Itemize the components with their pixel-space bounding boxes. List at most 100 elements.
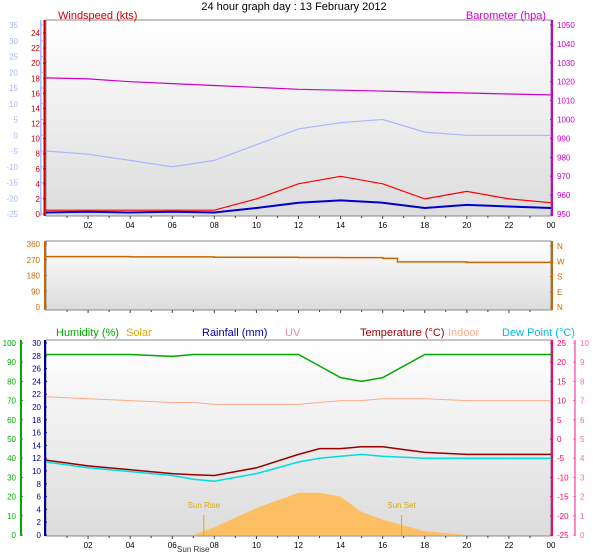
p3-x-tick-label: 18 [420,541,429,550]
hum-tick-label: 0 [12,531,17,540]
rain-tick-label: 0 [37,531,42,540]
temp3-tick-label: 10 [557,397,566,406]
humidity-label: Humidity (%) [56,327,119,339]
series-gust [46,175,552,211]
p3-x-tick-label: 00 [547,541,556,550]
temp-tick-label: 25 [9,53,18,62]
p3-x-tick-label: 08 [210,541,219,550]
hum-tick-label: 60 [7,416,16,425]
windspeed-label: Windspeed (kts) [58,10,137,22]
baro-tick-label: 950 [557,210,571,219]
sunset-label: Sun Set [387,501,416,510]
dir-deg-tick-label: 0 [36,303,41,312]
uv-axis-line [574,340,576,536]
hum-tick-label: 90 [7,358,16,367]
temp-tick-label: -15 [6,179,18,188]
dir-deg-tick-label: 360 [27,240,41,249]
panel1-background [45,19,552,217]
p1-x-tick-label: 16 [378,221,387,230]
temp3-tick-label: -25 [557,531,569,540]
dir-deg-tick-label: 90 [31,287,40,296]
wind-tick-label: 24 [31,29,40,38]
hum-tick-label: 50 [7,435,16,444]
temp-tick-label: 20 [9,68,18,77]
dir-compass-tick-label: N [557,242,563,251]
series-temperature [45,118,551,168]
rain-tick-label: 22 [32,390,41,399]
temp3-tick-label: 15 [557,377,566,386]
series-solar [46,492,551,535]
p1-x-tick-label: 20 [462,221,471,230]
hum-axis-line [20,340,22,536]
chart-title: 24 hour graph day : 13 February 2012 [201,1,386,13]
uv-tick-label: 3 [580,473,585,482]
solar-label: Solar [126,327,152,339]
temp-tick-label: -25 [6,210,18,219]
temp3-tick-label: 5 [557,416,562,425]
temp3-tick-label: 20 [557,358,566,367]
wind-tick-label: 10 [31,135,40,144]
temp3-axis-line [551,340,553,536]
uv-tick-label: 2 [580,493,585,502]
rain-tick-label: 20 [32,403,41,412]
barometer-label: Barometer (hpa) [466,10,546,22]
series-average-wind [45,199,552,214]
baro-tick-label: 1020 [557,78,575,87]
p1-x-tick-label: 12 [294,221,303,230]
uv-tick-label: 6 [580,416,585,425]
p1-x-tick-label: 10 [252,221,261,230]
series-indoor [45,396,551,405]
sunrise-label: Sun Rise [188,501,221,510]
p3-x-tick-label: 04 [126,541,135,550]
series-wind-direction [46,255,551,264]
baro-tick-label: 970 [557,172,571,181]
baro-tick-label: 960 [557,191,571,200]
dir-right-axis-line [551,241,553,310]
uv-label: UV [285,327,301,339]
baro-tick-label: 1050 [557,21,575,30]
wind-tick-label: 16 [31,89,40,98]
p1-x-tick-label: 04 [126,221,135,230]
p3-x-tick-label: 20 [462,541,471,550]
p3-x-tick-label: 14 [336,541,345,550]
rain-tick-label: 24 [32,377,41,386]
rain-tick-label: 12 [32,454,41,463]
p1-x-tick-label: 00 [547,221,556,230]
hum-tick-label: 70 [7,397,16,406]
hum-tick-label: 40 [7,454,16,463]
temperature-label: Temperature (°C) [360,327,444,339]
dewpoint-label: Dew Point (°C) [502,327,575,339]
dir-deg-tick-label: 270 [27,256,41,265]
series-temperature-c- [45,445,551,477]
rain-axis-line [44,340,46,536]
baro-axis-line [551,20,553,216]
dir-deg-tick-label: 180 [27,272,41,281]
sunrise-x-label: Sun Rise [177,545,210,554]
temp3-tick-label: 0 [557,435,562,444]
temp-tick-label: -5 [11,147,19,156]
temp3-tick-label: -15 [557,493,569,502]
uv-tick-label: 10 [580,339,589,348]
p1-x-tick-label: 06 [168,221,177,230]
dir-compass-tick-label: N [557,303,563,312]
rain-tick-label: 4 [37,505,42,514]
rain-tick-label: 6 [37,493,42,502]
rain-tick-label: 16 [32,429,41,438]
wind-tick-label: 20 [31,59,40,68]
hum-tick-label: 20 [7,493,16,502]
temp-tick-label: 30 [9,37,18,46]
wind-tick-label: 8 [36,150,41,159]
uv-tick-label: 7 [580,397,585,406]
panel-humidity-temperature: Humidity (%) Solar Rainfall (mm) UV Temp… [3,327,590,554]
temp-tick-label: 0 [14,131,19,140]
rain-tick-label: 18 [32,416,41,425]
temp-tick-label: 5 [14,116,19,125]
wind-tick-label: 14 [31,104,40,113]
wind-tick-label: 18 [31,74,40,83]
dir-compass-tick-label: W [557,257,565,266]
rain-tick-label: 28 [32,352,41,361]
baro-tick-label: 990 [557,134,571,143]
uv-tick-label: 9 [580,358,585,367]
